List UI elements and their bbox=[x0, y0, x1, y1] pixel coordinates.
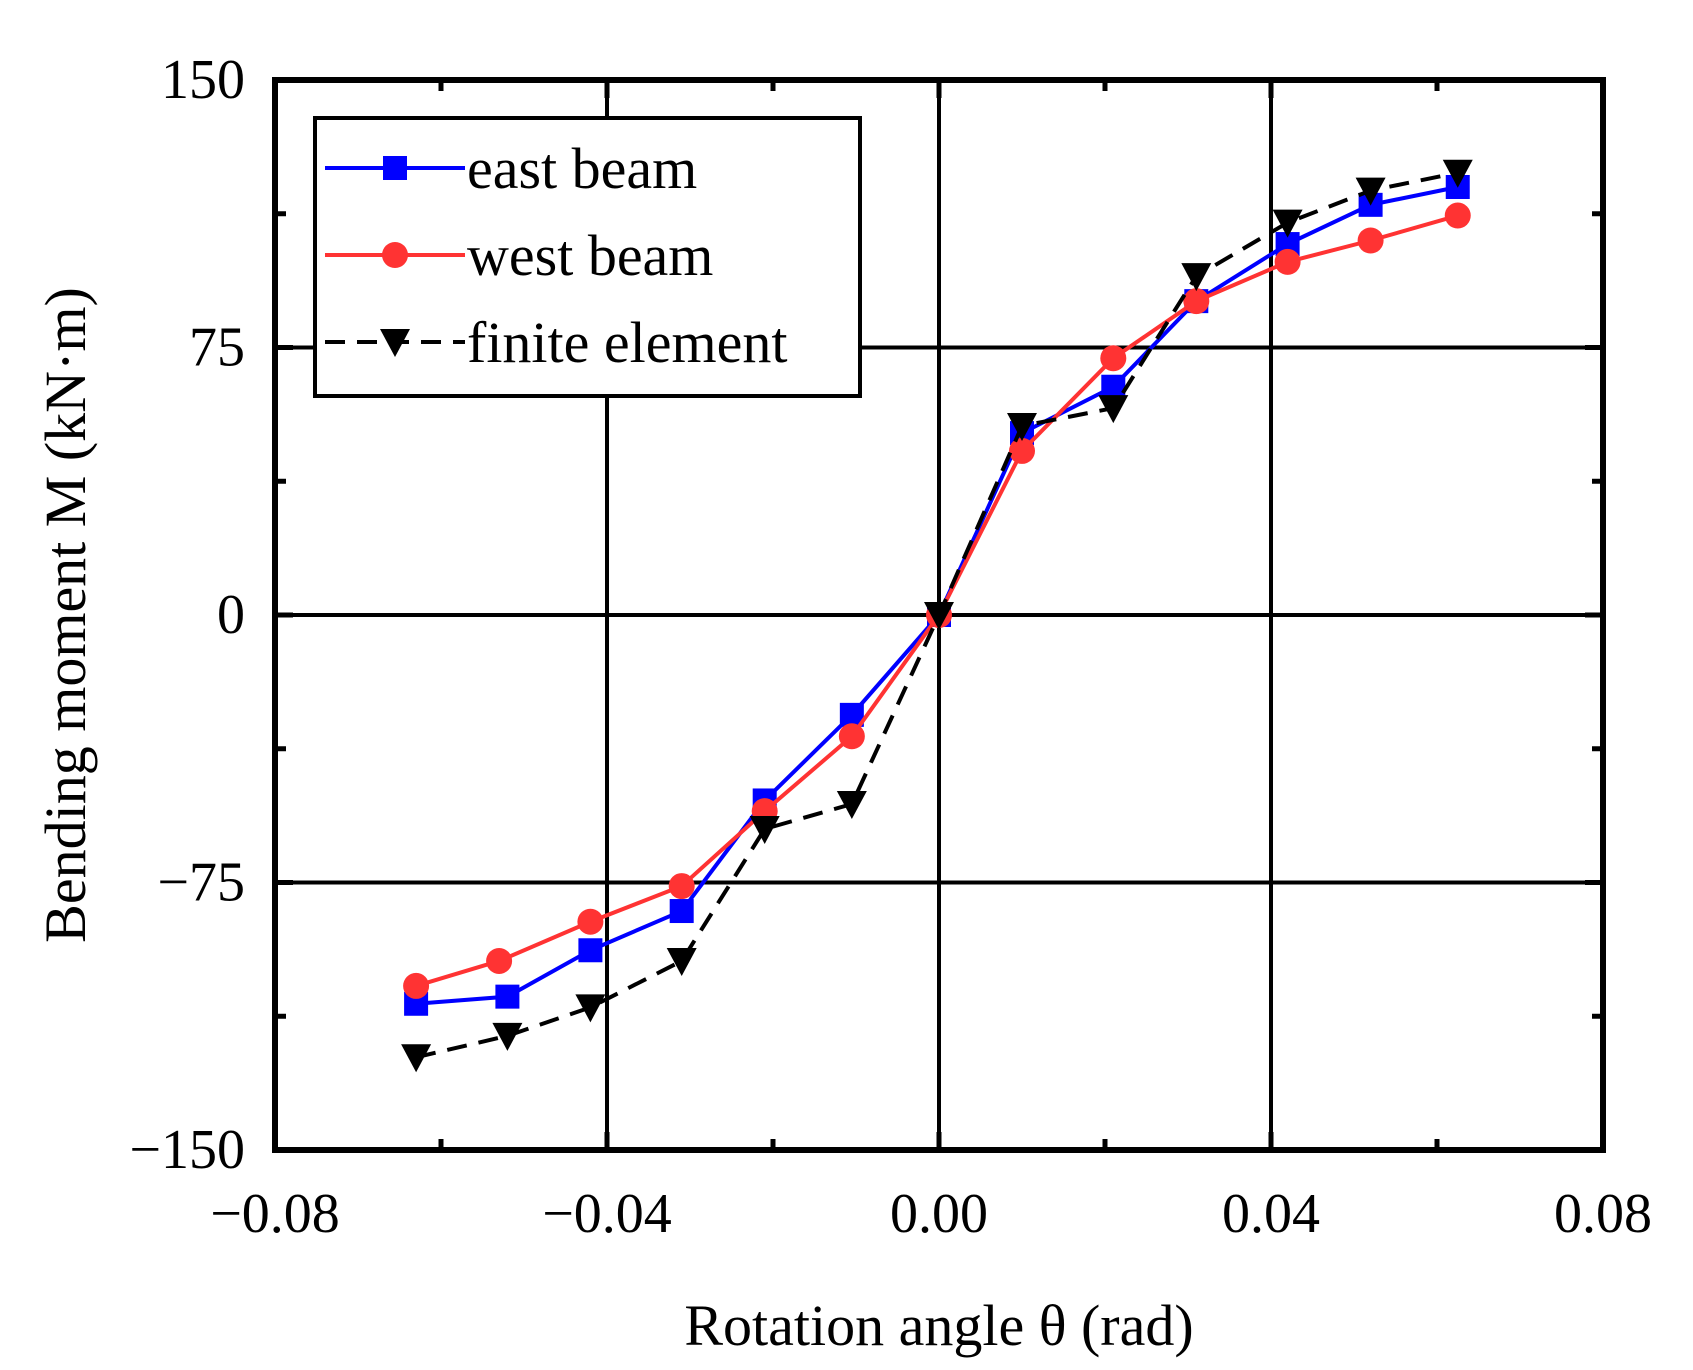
legend-item: east beam bbox=[325, 136, 697, 201]
x-tick-label: 0.00 bbox=[890, 1183, 988, 1245]
legend-item: west beam bbox=[325, 223, 713, 288]
x-tick-label: −0.04 bbox=[542, 1183, 672, 1245]
data-point-circle bbox=[668, 873, 695, 900]
x-tick-label: 0.08 bbox=[1554, 1183, 1652, 1245]
data-point-square bbox=[578, 938, 603, 963]
data-point-circle bbox=[403, 972, 430, 999]
x-axis-title: Rotation angle θ (rad) bbox=[684, 1293, 1193, 1358]
data-point-triangle bbox=[575, 994, 606, 1023]
y-axis-title: Bending moment M (kN·m) bbox=[33, 287, 98, 943]
data-point-triangle bbox=[1272, 209, 1303, 238]
data-point-circle bbox=[486, 947, 513, 974]
data-point-circle bbox=[1100, 345, 1127, 372]
legend-label: east beam bbox=[467, 136, 697, 201]
data-point-triangle bbox=[1181, 263, 1212, 292]
y-tick-label: 75 bbox=[189, 317, 245, 379]
y-tick-label: 0 bbox=[217, 584, 245, 646]
data-point-triangle bbox=[1007, 412, 1037, 441]
plot-frame bbox=[272, 77, 1606, 1153]
data-point-triangle bbox=[749, 816, 780, 844]
data-point-square bbox=[1101, 374, 1126, 399]
data-point-square bbox=[1275, 232, 1300, 257]
data-point-triangle bbox=[836, 791, 867, 820]
data-point-square bbox=[495, 984, 520, 1009]
y-tick-label: 150 bbox=[161, 49, 245, 111]
tick-labels: −0.08 −0.04 0.00 0.04 0.08 −150 −75 0 75 150 bbox=[129, 49, 1652, 1245]
data-point-circle bbox=[1009, 437, 1035, 464]
data-point-triangle bbox=[492, 1022, 523, 1051]
legend: east beam west beam finite element bbox=[313, 116, 862, 398]
data-point-triangle bbox=[380, 329, 410, 357]
y-tick-label: −75 bbox=[157, 852, 245, 914]
y-tick-label: −150 bbox=[129, 1119, 245, 1181]
x-tick-label: −0.08 bbox=[210, 1183, 340, 1245]
data-point-circle bbox=[1444, 202, 1471, 229]
x-tick-label: 0.04 bbox=[1222, 1183, 1320, 1245]
data-point-triangle bbox=[1355, 177, 1386, 206]
legend-item: finite element bbox=[325, 310, 787, 375]
data-point-triangle bbox=[1098, 395, 1129, 424]
legend-label: finite element bbox=[467, 310, 787, 375]
data-point-circle bbox=[1274, 248, 1301, 275]
data-point-triangle bbox=[401, 1044, 432, 1073]
data-point-circle bbox=[577, 908, 604, 935]
series-layer bbox=[401, 159, 1473, 1073]
data-point-square bbox=[383, 156, 407, 180]
data-point-triangle bbox=[1442, 159, 1473, 188]
data-point-circle bbox=[838, 723, 865, 750]
data-point-triangle bbox=[666, 947, 697, 976]
data-point-circle bbox=[1183, 288, 1210, 315]
data-point-circle bbox=[1357, 227, 1384, 254]
legend-label: west beam bbox=[467, 223, 713, 288]
series-finite-element bbox=[401, 159, 1473, 1073]
data-point-triangle bbox=[924, 602, 954, 630]
data-point-square bbox=[669, 899, 694, 924]
data-point-circle bbox=[382, 242, 408, 268]
